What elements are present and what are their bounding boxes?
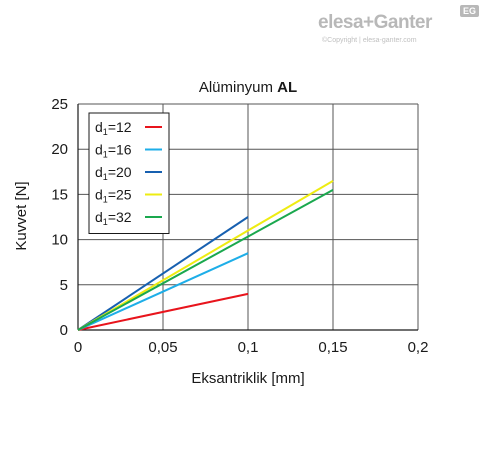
y-tick-label: 0 [60, 322, 68, 339]
x-tick-label: 0,05 [148, 339, 177, 356]
series-line-d1-25 [77, 179, 334, 331]
brand-badge: EG [460, 5, 480, 17]
y-tick-label: 15 [51, 186, 68, 203]
chart-title-prefix: Alüminyum [199, 79, 277, 96]
axes: 0 0,05 0,1 0,15 0,2 0 5 10 15 20 25 [51, 96, 428, 356]
y-tick-label: 20 [51, 141, 68, 158]
series-line-d1-32 [77, 189, 334, 331]
chart-title-bold: AL [277, 79, 297, 96]
legend-label: d1=12 [95, 119, 132, 137]
y-tick-label: 25 [51, 96, 68, 113]
x-axis-label: Eksantriklik [mm] [191, 370, 304, 387]
brand-name: elesa+Ganter [318, 12, 432, 33]
brand-logo: elesa+Ganter EG ©Copyright | elesa-gante… [318, 5, 480, 48]
x-tick-label: 0,2 [408, 339, 429, 356]
x-tick-label: 0 [74, 339, 82, 356]
legend-box [88, 112, 170, 234]
series-lines [77, 179, 334, 331]
series-line-d1-16 [77, 252, 249, 331]
y-axis-label: Kuvvet [N] [13, 181, 30, 250]
y-tick-label: 10 [51, 232, 68, 249]
series-line-d1-12 [77, 292, 249, 331]
y-tick-label: 5 [60, 277, 68, 294]
legend-label: d1=25 [95, 187, 132, 205]
legend-label: d1=20 [95, 164, 132, 182]
x-tick-label: 0,1 [238, 339, 259, 356]
legend: d1=12 d1=16 d1=20 d1=25 d1=32 [88, 112, 170, 234]
x-tick-label: 0,15 [318, 339, 347, 356]
brand-copyright: ©Copyright | elesa-ganter.com [322, 37, 417, 44]
series-line-d1-20 [77, 216, 249, 331]
legend-label: d1=16 [95, 142, 132, 160]
legend-label: d1=32 [95, 209, 132, 227]
chart-title: Alüminyum AL [199, 79, 297, 96]
